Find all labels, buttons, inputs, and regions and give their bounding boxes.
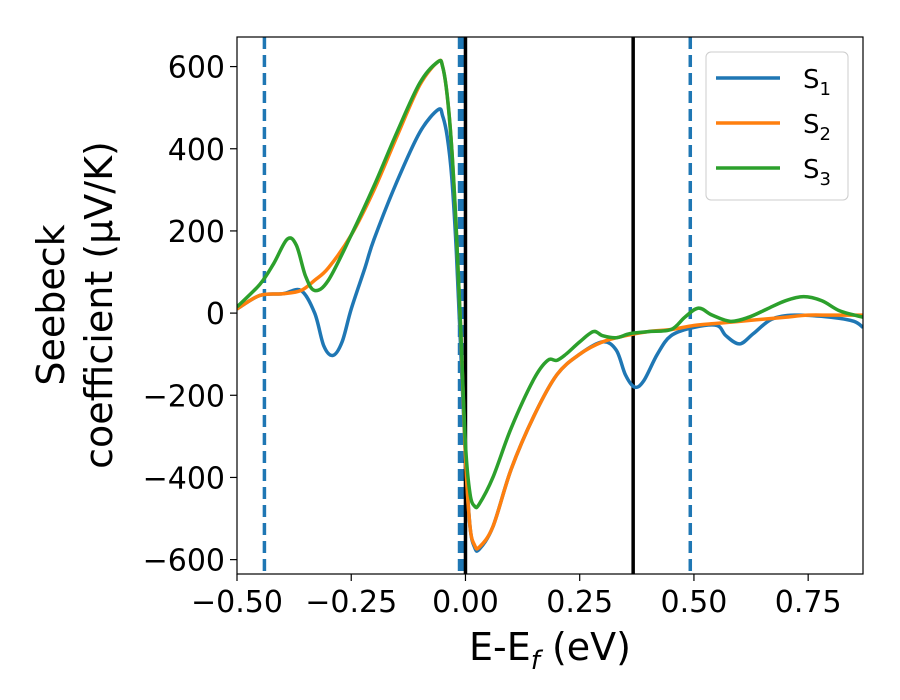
x-tick-label: 0.25 [546, 585, 613, 620]
x-tick-label: 0.00 [432, 585, 499, 620]
x-axis-ticks: −0.50 −0.25 0.00 0.25 0.50 0.75 [191, 574, 842, 620]
y-tick-label: −600 [143, 544, 225, 579]
x-tick-label: 0.50 [661, 585, 728, 620]
y-tick-label: −400 [143, 461, 225, 496]
x-tick-label: 0.75 [775, 585, 842, 620]
legend-box [705, 51, 849, 201]
x-tick-label: −0.25 [305, 585, 397, 620]
y-tick-label: 0 [206, 297, 225, 332]
legend-label-s3: S3 [803, 155, 831, 190]
plot-frame [236, 36, 864, 575]
legend-label-s1: S1 [803, 65, 831, 100]
x-axis-label-unit: (eV) [540, 625, 631, 669]
y-axis-label-line2: coefficient (μV/K) [77, 141, 121, 469]
series-line-s1 [237, 107, 863, 553]
series-lines [237, 58, 863, 553]
reference-lines [262, 37, 693, 574]
y-axis-label-line1: Seebeck [29, 224, 73, 385]
legend-label-s2: S2 [803, 110, 831, 145]
y-tick-label: 200 [168, 215, 225, 250]
x-axis-label: E-Ef (eV) [469, 625, 631, 676]
y-axis-ticks: −600 −400 −200 0 200 400 600 [143, 51, 237, 579]
y-tick-label: 400 [168, 133, 225, 168]
x-axis-label-main: E-E [469, 625, 531, 669]
y-tick-label: −200 [143, 379, 225, 414]
series-line-s3 [237, 58, 863, 510]
x-tick-label: −0.50 [191, 585, 283, 620]
y-tick-label: 600 [168, 51, 225, 86]
legend: S1 S2 S3 [705, 51, 849, 201]
